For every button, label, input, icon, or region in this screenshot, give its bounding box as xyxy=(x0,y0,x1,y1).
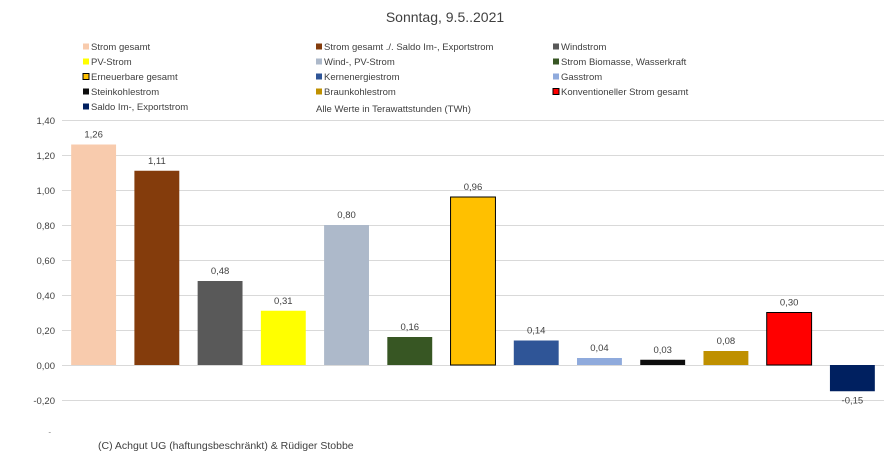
legend-strom-biomasse-wasserkraft-label: Strom Biomasse, Wasserkraft xyxy=(561,57,687,68)
legend-braunkohlestrom-swatch xyxy=(316,88,322,95)
copyright-text: (C) Achgut UG (haftungsbeschränkt) & Rüd… xyxy=(98,440,354,452)
bar-strom-gesamt-saldo-im-exportstrom xyxy=(134,170,180,365)
y-tick-label: 1,20 xyxy=(37,151,56,162)
legend-strom-biomasse-wasserkraft-swatch xyxy=(553,58,559,65)
legend-steinkohlestrom-label: Steinkohlestrom xyxy=(91,87,159,98)
data-label-erneuerbare-gesamt: 0,96 xyxy=(464,182,483,193)
legend-gasstrom-label: Gasstrom xyxy=(561,72,602,83)
legend-strom-gesamt-saldo-im-exportstrom-label: Strom gesamt ./. Saldo Im-, Exportstrom xyxy=(324,42,494,53)
legend-wind-pv-strom-swatch xyxy=(316,58,322,65)
legend-strom-gesamt-label: Strom gesamt xyxy=(91,42,150,53)
legend-erneuerbare-gesamt-swatch xyxy=(82,73,90,80)
legend-kernenergiestrom-swatch xyxy=(316,73,322,80)
legend-steinkohlestrom-swatch xyxy=(83,88,89,95)
legend-pv-strom-label: PV-Strom xyxy=(91,57,132,68)
legend-konventioneller-strom-gesamt-label: Konventioneller Strom gesamt xyxy=(561,87,689,98)
copyright-box xyxy=(0,433,520,464)
legend-strom-gesamt-saldo-im-exportstrom-swatch xyxy=(316,43,322,50)
legend-gasstrom-swatch xyxy=(553,73,559,80)
y-axis: -0,-0,200,000,200,400,600,801,001,201,40 xyxy=(33,116,55,442)
unit-note: Alle Werte in Terawattstunden (TWh) xyxy=(316,104,471,115)
bar-strom-gesamt xyxy=(71,144,117,365)
data-label-gasstrom: 0,04 xyxy=(590,343,609,354)
bar-erneuerbare-gesamt xyxy=(450,196,496,366)
data-label-kernenergiestrom: 0,14 xyxy=(527,326,546,337)
chart-title: Sonntag, 9.5..2021 xyxy=(386,9,505,25)
legend: Strom gesamt Strom gesamt ./. Saldo Im-, … xyxy=(82,42,689,113)
y-tick-label: 1,40 xyxy=(37,116,56,127)
legend-pv-strom-swatch xyxy=(83,58,89,65)
legend-erneuerbare-gesamt-label: Erneuerbare gesamt xyxy=(91,72,178,83)
y-tick-label: 0,60 xyxy=(37,256,56,267)
bar-strom-biomasse-wasserkraft xyxy=(387,337,433,365)
y-tick-label: -0,20 xyxy=(33,396,55,407)
legend-braunkohlestrom-label: Braunkohlestrom xyxy=(324,87,396,98)
bar-gasstrom xyxy=(577,358,622,365)
bar-saldo-im-exportstrom xyxy=(829,365,875,392)
data-labels: 1,26 1,11 0,48 0,31 0,80 0,16 0,96 0,14 0,04 0,03… xyxy=(84,130,863,407)
data-label-strom-biomasse-wasserkraft: 0,16 xyxy=(401,322,420,333)
legend-strom-gesamt-swatch xyxy=(83,43,89,50)
bars xyxy=(71,144,875,392)
bar-kernenergiestrom xyxy=(513,340,559,365)
data-label-saldo-im-exportstrom: -0,15 xyxy=(842,395,864,406)
legend-saldo-im-exportstrom-label: Saldo Im-, Exportstrom xyxy=(91,102,188,113)
y-tick-label: 0,20 xyxy=(37,326,56,337)
bar-braunkohlestrom xyxy=(703,351,749,365)
legend-saldo-im-exportstrom-swatch xyxy=(83,103,89,110)
bar-pv-strom xyxy=(260,310,306,365)
y-tick-label: 0,80 xyxy=(37,221,56,232)
data-label-strom-gesamt-saldo-im-exportstrom: 1,11 xyxy=(148,156,166,167)
y-tick-label: 0,40 xyxy=(37,291,56,302)
data-label-steinkohlestrom: 0,03 xyxy=(653,345,672,356)
y-tick-label: 0,00 xyxy=(37,361,56,372)
bar-konventioneller-strom-gesamt xyxy=(766,312,813,366)
legend-wind-pv-strom-label: Wind-, PV-Strom xyxy=(324,57,395,68)
data-label-windstrom: 0,48 xyxy=(211,266,230,277)
data-label-konventioneller-strom-gesamt: 0,30 xyxy=(780,298,799,309)
data-label-strom-gesamt: 1,26 xyxy=(84,130,103,141)
y-tick-label: 1,00 xyxy=(37,186,56,197)
data-label-pv-strom: 0,31 xyxy=(274,296,293,307)
legend-windstrom-label: Windstrom xyxy=(561,42,606,53)
legend-konventioneller-strom-gesamt-swatch xyxy=(552,88,560,95)
legend-windstrom-swatch xyxy=(553,43,559,50)
data-label-wind-pv-strom: 0,80 xyxy=(337,210,356,221)
bar-steinkohlestrom xyxy=(640,359,686,365)
bar-wind-pv-strom xyxy=(324,225,369,365)
bar-windstrom xyxy=(197,281,243,365)
legend-kernenergiestrom-label: Kernenergiestrom xyxy=(324,72,400,83)
data-label-braunkohlestrom: 0,08 xyxy=(717,336,736,347)
